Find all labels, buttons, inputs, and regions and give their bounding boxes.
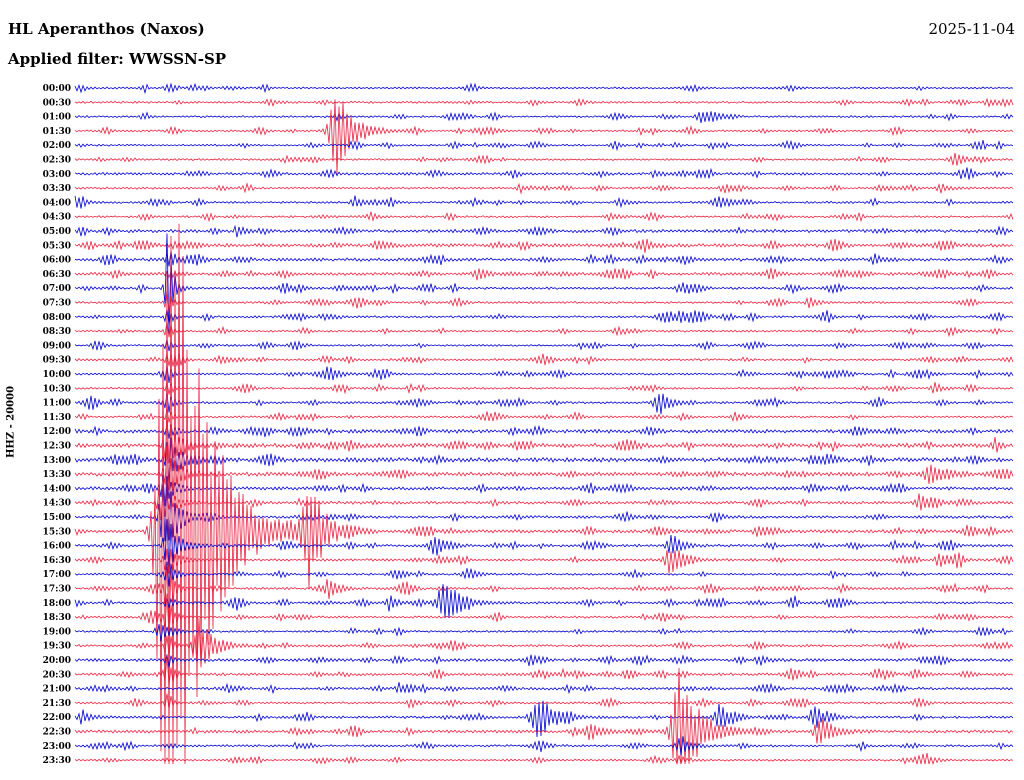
trace-row xyxy=(74,339,1014,352)
trace-row xyxy=(74,211,1014,223)
time-label: 14:00 xyxy=(43,484,71,494)
trace-row xyxy=(74,753,1014,765)
trace-row xyxy=(74,289,1014,312)
time-label: 15:00 xyxy=(43,513,71,523)
trace-row xyxy=(74,308,1014,324)
time-label: 00:00 xyxy=(43,84,71,94)
time-label: 05:30 xyxy=(43,241,71,251)
time-label: 18:30 xyxy=(43,613,71,623)
time-label: 06:00 xyxy=(43,256,71,266)
trace-row xyxy=(74,224,1014,238)
time-label: 20:00 xyxy=(43,656,71,666)
trace-row xyxy=(74,364,1014,384)
time-label: 00:30 xyxy=(43,98,71,108)
time-label: 01:00 xyxy=(43,113,71,123)
trace-row xyxy=(74,420,1014,464)
time-label: 09:30 xyxy=(43,356,71,366)
time-label: 23:30 xyxy=(43,756,71,766)
time-label: 17:00 xyxy=(43,570,71,580)
trace-row xyxy=(74,152,1014,166)
trace-row xyxy=(74,195,1014,209)
filter-label: Applied filter: WWSSN-SP xyxy=(8,50,227,68)
time-label: 22:00 xyxy=(43,713,71,723)
time-label: 19:00 xyxy=(43,627,71,637)
time-label: 02:30 xyxy=(43,156,71,166)
trace-row xyxy=(74,139,1014,152)
trace-row xyxy=(74,99,1014,175)
time-label: 01:30 xyxy=(43,127,71,137)
time-label: 16:00 xyxy=(43,542,71,552)
trace-row xyxy=(74,584,1014,618)
time-label: 11:30 xyxy=(43,413,71,423)
trace-row xyxy=(74,565,1014,623)
time-label: 12:00 xyxy=(43,427,71,437)
time-label: 16:30 xyxy=(43,556,71,566)
time-label: 02:00 xyxy=(43,141,71,151)
time-label: 11:00 xyxy=(43,399,71,409)
trace-row xyxy=(74,238,1014,253)
trace-row xyxy=(74,393,1014,415)
time-label: 14:30 xyxy=(43,499,71,509)
trace-row xyxy=(74,700,1014,738)
trace-row xyxy=(74,267,1014,281)
trace-row xyxy=(74,223,1014,765)
time-label: 03:30 xyxy=(43,184,71,194)
trace-row xyxy=(74,693,1014,710)
time-label: 20:30 xyxy=(43,670,71,680)
trace-row xyxy=(74,82,1014,95)
time-label: 08:30 xyxy=(43,327,71,337)
time-label: 07:30 xyxy=(43,299,71,309)
trace-row xyxy=(74,382,1014,395)
time-label: 10:00 xyxy=(43,370,71,380)
time-label: 19:30 xyxy=(43,642,71,652)
trace-row xyxy=(74,321,1014,338)
time-label: 04:00 xyxy=(43,198,71,208)
trace-row xyxy=(74,111,1014,123)
time-label: 13:00 xyxy=(43,456,71,466)
trace-row xyxy=(74,250,1014,267)
time-label: 23:00 xyxy=(43,742,71,752)
trace-row xyxy=(74,182,1014,195)
time-label: 10:30 xyxy=(43,384,71,394)
trace-row xyxy=(74,353,1014,367)
trace-row xyxy=(74,548,1014,574)
trace-row xyxy=(74,437,1014,486)
time-label: 03:00 xyxy=(43,170,71,180)
time-label: 09:00 xyxy=(43,341,71,351)
trace-row xyxy=(74,617,1014,668)
trace-row xyxy=(74,167,1014,180)
time-label: 21:00 xyxy=(43,685,71,695)
time-label: 12:30 xyxy=(43,442,71,452)
time-label: 18:00 xyxy=(43,599,71,609)
trace-row xyxy=(74,682,1014,695)
time-label: 21:30 xyxy=(43,699,71,709)
trace-row xyxy=(74,593,1014,637)
trace-row xyxy=(74,654,1014,668)
trace-row xyxy=(74,408,1014,423)
trace-row xyxy=(74,736,1014,756)
trace-row xyxy=(74,424,1014,439)
time-label: 05:00 xyxy=(43,227,71,237)
trace-row xyxy=(74,446,1014,491)
time-label: 13:30 xyxy=(43,470,71,480)
time-label: 22:30 xyxy=(43,728,71,738)
trace-row xyxy=(74,97,1014,108)
station-title: HL Aperanthos (Naxos) xyxy=(8,20,205,38)
trace-row xyxy=(74,561,1014,587)
trace-row xyxy=(74,624,1014,642)
time-label: 04:30 xyxy=(43,213,71,223)
time-label: 08:00 xyxy=(43,313,71,323)
trace-row xyxy=(74,655,1014,686)
time-label: 15:30 xyxy=(43,527,71,537)
trace-row xyxy=(74,519,1014,571)
time-label: 07:00 xyxy=(43,284,71,294)
trace-row xyxy=(74,482,1014,542)
trace-row xyxy=(74,667,1014,765)
time-label: 17:30 xyxy=(43,585,71,595)
trace-row xyxy=(74,233,1014,334)
time-label: 06:30 xyxy=(43,270,71,280)
record-date: 2025-11-04 xyxy=(928,20,1015,38)
